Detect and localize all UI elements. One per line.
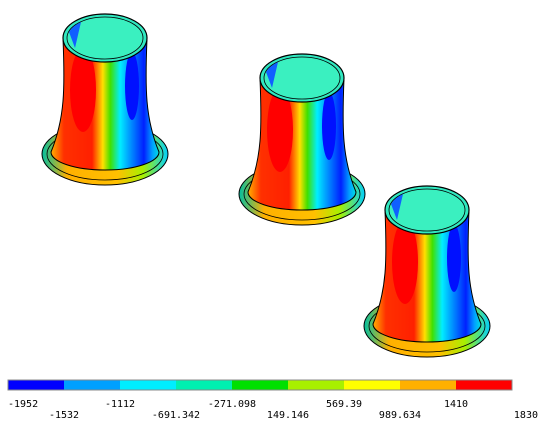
legend-swatch [344, 380, 401, 390]
legend-swatch [288, 380, 345, 390]
legend-label: 1830 [514, 410, 538, 421]
legend-label: 1410 [444, 399, 468, 410]
contour-legend: -1952 -1532 -1112 -691.342 -271.098 149.146 56… [8, 380, 538, 421]
legend-label: 149.146 [267, 410, 309, 421]
legend-swatch [176, 380, 233, 390]
legend-label: 569.39 [326, 399, 362, 410]
legend-swatch [120, 380, 177, 390]
legend-label: -1952 [8, 399, 38, 410]
legend-label: -691.342 [152, 410, 200, 421]
tower-model [364, 186, 490, 357]
legend-label: -1112 [105, 399, 135, 410]
legend-swatch [232, 380, 289, 390]
screen: -1952 -1532 -1112 -691.342 -271.098 149.146 56… [0, 0, 540, 422]
legend-swatch [456, 380, 513, 390]
legend-label: 989.634 [379, 410, 421, 421]
tower-model [239, 54, 365, 225]
tower-model [42, 14, 168, 185]
legend-swatch [400, 380, 457, 390]
legend-label: -1532 [49, 410, 79, 421]
legend-swatch [8, 380, 65, 390]
legend-label: -271.098 [208, 399, 256, 410]
legend-swatch [64, 380, 121, 390]
